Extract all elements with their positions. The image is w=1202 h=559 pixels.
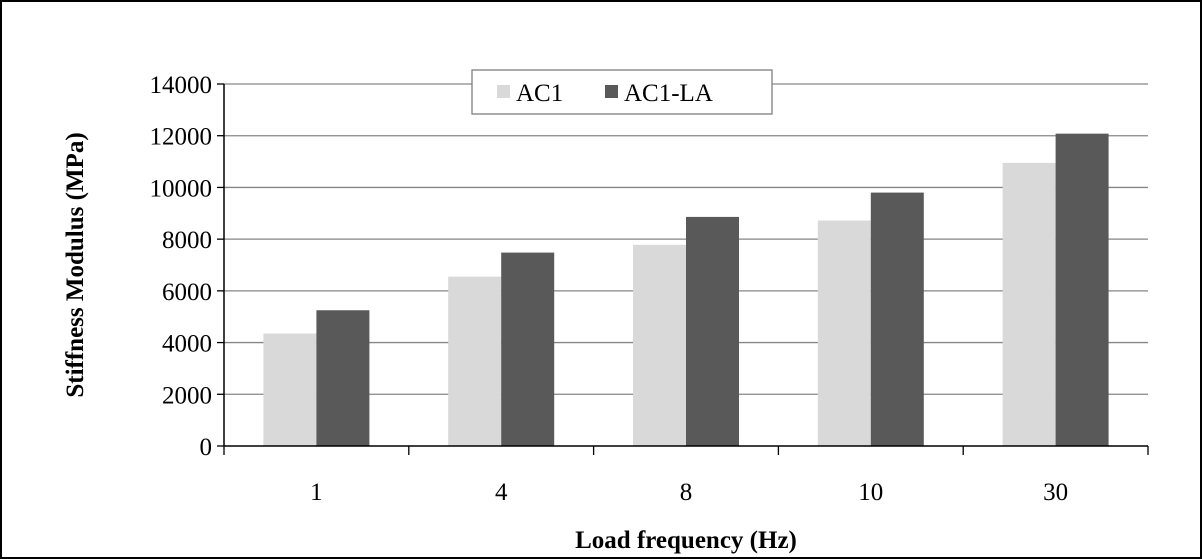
- bars: [263, 133, 1109, 446]
- legend-label-ac1-la: AC1-LA: [624, 80, 713, 107]
- x-tick-label: 1: [310, 479, 323, 506]
- y-tick-label: 6000: [162, 279, 212, 306]
- x-tick-label: 8: [680, 479, 693, 506]
- bar-ac1-la-8: [686, 216, 739, 446]
- x-tick-label: 10: [858, 479, 883, 506]
- y-tick-label: 2000: [162, 382, 212, 409]
- bar-ac1-1: [263, 333, 317, 446]
- axes: [217, 83, 1149, 455]
- bar-ac1-la-30: [1055, 133, 1109, 446]
- legend: AC1 AC1-LA: [471, 69, 773, 115]
- y-tick-label: 12000: [150, 124, 213, 151]
- x-tick-label: 30: [1043, 479, 1068, 506]
- y-tick-label: 4000: [162, 331, 212, 358]
- y-tick-label: 10000: [150, 175, 213, 202]
- tick-labels: 0 2000 4000 6000 8000 10000 12000 14000 1 4 8 10 30: [150, 72, 1069, 506]
- bar-ac1-8: [633, 244, 686, 446]
- bar-ac1-la-10: [870, 192, 924, 446]
- gridlines: [224, 83, 1148, 395]
- bar-ac1-la-4: [501, 252, 555, 446]
- bar-ac1-30: [1002, 162, 1056, 446]
- legend-box: [471, 69, 773, 115]
- bar-ac1-10: [817, 220, 871, 446]
- legend-label-ac1: AC1: [516, 80, 563, 107]
- y-tick-label: 8000: [162, 227, 212, 254]
- y-tick-label: 14000: [150, 72, 213, 99]
- legend-swatch-ac1: [497, 85, 510, 98]
- y-tick-label: 0: [200, 434, 213, 461]
- x-axis-title: Load frequency (Hz): [575, 527, 797, 554]
- bar-ac1-4: [448, 276, 502, 446]
- legend-swatch-ac1-la: [605, 85, 618, 98]
- x-tick-label: 4: [495, 479, 508, 506]
- bar-ac1-la-1: [316, 310, 370, 446]
- y-axis-title: Stiffness Modulus (MPa): [62, 132, 89, 397]
